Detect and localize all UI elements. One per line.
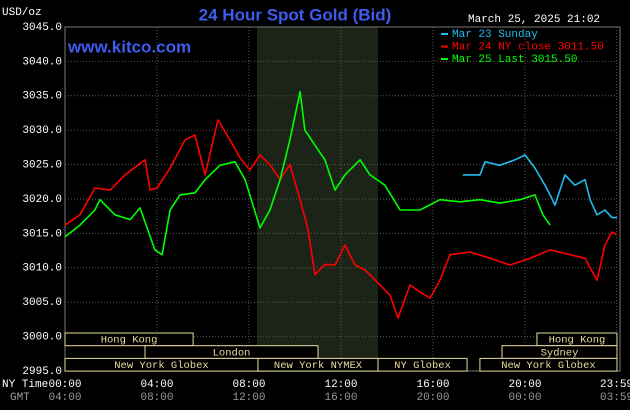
- unit-label: USD/oz: [2, 7, 42, 19]
- y-tick-label: 3030.0: [22, 125, 62, 137]
- x-tick-label: 08:00: [232, 379, 265, 391]
- y-tick-label: 3005.0: [22, 297, 62, 309]
- session-label: Sydney: [541, 347, 579, 359]
- website: www.kitco.com: [67, 37, 191, 56]
- y-tick-label: 3025.0: [22, 160, 62, 172]
- y-tick-label: 3040.0: [22, 56, 62, 68]
- x-tick-label: 04:00: [140, 379, 173, 391]
- gmt-tick-label: 16:00: [324, 392, 357, 404]
- gmt-tick-label: 00:00: [508, 392, 541, 404]
- gmt-tick-label: 08:00: [140, 392, 173, 404]
- session-label: NY Globex: [394, 360, 451, 372]
- session-box: [64, 332, 194, 347]
- x-time-label: NY Time: [2, 379, 48, 391]
- x-tick-label: 16:00: [416, 379, 449, 391]
- x-tick-label: 20:00: [508, 379, 541, 391]
- session-label: Hong Kong: [101, 335, 158, 347]
- session-label: New York Globex: [501, 360, 596, 372]
- gmt-tick-label: 20:00: [416, 392, 449, 404]
- y-tick-label: 3020.0: [22, 194, 62, 206]
- x-tick-label: 00:00: [48, 379, 81, 391]
- legend-entry: Mar 24 NY close 3011.50: [452, 41, 604, 53]
- y-tick-label: 3010.0: [22, 263, 62, 275]
- chart-title: 24 Hour Spot Gold (Bid): [199, 5, 392, 24]
- price-line: [64, 119, 618, 319]
- x-tick-label: 12:00: [324, 379, 357, 391]
- timestamp: March 25, 2025 21:02: [468, 14, 600, 26]
- gmt-tick-label: 03:59: [600, 392, 630, 404]
- session-label: New York NYMEX: [274, 360, 363, 372]
- y-tick-label: 3035.0: [22, 91, 62, 103]
- session-box: [377, 357, 468, 372]
- session-label: New York Globex: [114, 360, 209, 372]
- session-label: Hong Kong: [549, 335, 606, 347]
- x-gmt-label: GMT: [10, 392, 30, 404]
- y-tick-label: 3015.0: [22, 228, 62, 240]
- price-line: [462, 154, 617, 219]
- y-tick-label: 3045.0: [22, 22, 62, 34]
- y-tick-label: 3000.0: [22, 332, 62, 344]
- x-tick-label: 23:59: [600, 379, 630, 391]
- legend-entry: Mar 23 Sunday: [452, 29, 538, 41]
- session-label: London: [213, 347, 251, 359]
- legend-entry: Mar 25 Last 3015.50: [452, 54, 577, 66]
- gmt-tick-label: 12:00: [232, 392, 265, 404]
- y-tick-label: 2995.0: [22, 366, 62, 378]
- gmt-tick-label: 04:00: [48, 392, 81, 404]
- session-box: [479, 357, 618, 372]
- price-line: [64, 90, 551, 256]
